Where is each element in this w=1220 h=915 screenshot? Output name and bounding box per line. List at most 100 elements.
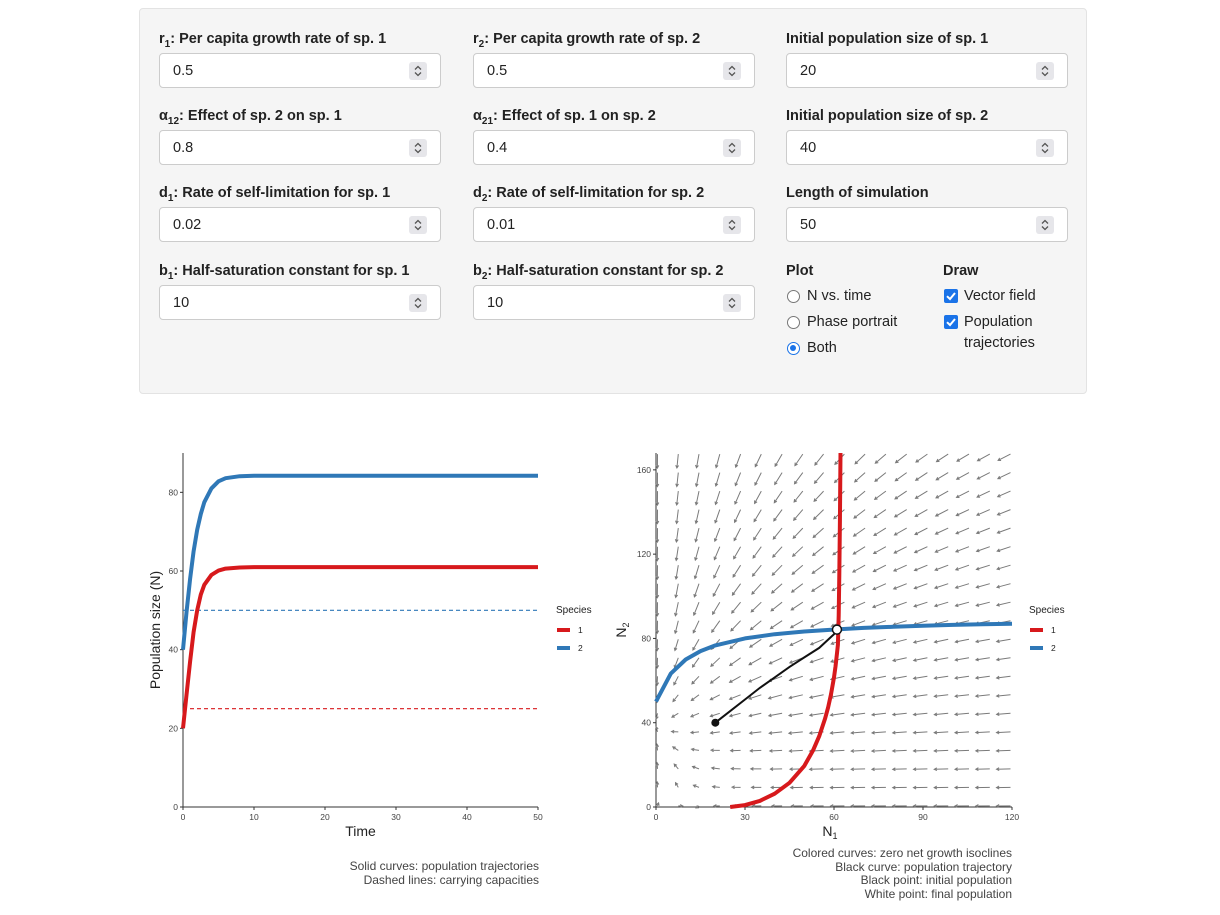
vector-arrow [956, 453, 970, 462]
vector-arrow [809, 675, 824, 682]
stepper-icon[interactable] [1036, 216, 1054, 234]
vector-arrow [850, 785, 866, 790]
vector-arrow [713, 546, 721, 561]
vector-arrow [974, 638, 990, 644]
vector-arrow [730, 620, 741, 632]
checkbox-label-trajectories[interactable]: trajectories [964, 335, 1035, 351]
d1-input[interactable]: 0.02 [159, 207, 441, 242]
r2-input[interactable]: 0.5 [473, 53, 755, 88]
b2-input[interactable]: 10 [473, 285, 755, 320]
vector-arrow [995, 767, 1011, 772]
vector-arrow [713, 527, 721, 543]
vector-arrow [790, 583, 804, 593]
vector-arrow [748, 657, 762, 666]
vector-arrow [656, 801, 660, 807]
stepper-icon[interactable] [409, 294, 427, 312]
vector-arrow [850, 767, 866, 772]
vector-arrow [915, 453, 928, 463]
vector-arrow [955, 472, 970, 480]
stepper-icon[interactable] [723, 216, 741, 234]
vector-arrow [674, 528, 679, 544]
vector-arrow [954, 601, 970, 608]
vector-arrow [954, 564, 970, 571]
vector-arrow [789, 638, 804, 646]
vector-arrow [870, 712, 886, 717]
legend-title: Species [1029, 605, 1065, 616]
vector-arrow [850, 804, 866, 808]
x-tick-label: 30 [740, 812, 750, 822]
vector-arrow [995, 748, 1011, 753]
a12-input[interactable]: 0.8 [159, 130, 441, 165]
radio-label-phase-portrait[interactable]: Phase portrait [807, 314, 898, 330]
n2-init-input[interactable]: 40 [786, 130, 1068, 165]
d2-input[interactable]: 0.01 [473, 207, 755, 242]
vector-arrow [747, 675, 762, 683]
r1-input[interactable]: 0.5 [159, 53, 441, 88]
radio-label-both[interactable]: Both [807, 340, 837, 356]
y-tick-label: 0 [646, 802, 651, 812]
vector-arrow [933, 583, 949, 590]
stepper-icon[interactable] [723, 139, 741, 157]
vector-arrow [853, 490, 866, 501]
stepper-icon[interactable] [723, 294, 741, 312]
stepper-icon[interactable] [1036, 139, 1054, 157]
vector-arrow [792, 527, 804, 540]
vector-arrow [655, 780, 660, 788]
vector-arrow [789, 785, 803, 790]
vector-arrow [675, 472, 679, 488]
vector-arrow [793, 509, 804, 522]
vector-arrow [912, 748, 928, 753]
stepper-icon[interactable] [1036, 62, 1054, 80]
radio-both[interactable] [787, 342, 800, 355]
vector-arrow [974, 804, 990, 808]
y-tick-label: 40 [169, 645, 179, 655]
isocline-2-line [654, 621, 1013, 703]
vector-arrow [767, 694, 783, 700]
a21-label: α21: Effect of sp. 1 on sp. 2 [473, 108, 656, 127]
stepper-icon[interactable] [409, 216, 427, 234]
phase-portrait-chart: 0 30 60 90 120 0 40 80 120 160 N1 N2 Species 1 2 [613, 452, 1065, 841]
y-tick-label: 120 [637, 549, 651, 559]
radio-phase-portrait[interactable] [787, 316, 800, 329]
n1-init-input[interactable]: 20 [786, 53, 1068, 88]
b1-input[interactable]: 10 [159, 285, 441, 320]
vector-arrow [871, 675, 886, 681]
vector-arrow [655, 491, 660, 507]
vector-arrow [893, 527, 907, 536]
vector-arrow [655, 583, 660, 599]
vector-arrow [870, 730, 886, 735]
series-1-line [181, 565, 538, 729]
stepper-icon[interactable] [723, 62, 741, 80]
a21-input[interactable]: 0.4 [473, 130, 755, 165]
y-tick-label: 80 [169, 487, 179, 497]
chart2-caption-line: Black point: initial population [860, 873, 1012, 888]
vector-arrow [729, 748, 741, 753]
checkbox-vector-field[interactable] [944, 289, 958, 303]
vector-arrow [974, 730, 990, 735]
checkbox-label-vector-field[interactable]: Vector field [964, 288, 1036, 304]
vector-arrow [995, 730, 1011, 735]
stepper-icon[interactable] [409, 139, 427, 157]
stepper-icon[interactable] [409, 62, 427, 80]
radio-n-vs-time[interactable] [787, 290, 800, 303]
radio-label-n-vs-time[interactable]: N vs. time [807, 288, 872, 304]
vector-arrow [870, 785, 886, 790]
checkbox-label-population[interactable]: Population [964, 314, 1033, 330]
x-tick-label: 20 [320, 812, 330, 822]
vector-arrow [709, 712, 720, 718]
n1-init-label: Initial population size of sp. 1 [786, 31, 989, 47]
length-input[interactable]: 50 [786, 207, 1068, 242]
checkbox-population-trajectories[interactable] [944, 315, 958, 329]
vector-arrow [671, 746, 679, 751]
vector-arrow [689, 730, 700, 735]
vector-arrow [912, 804, 928, 808]
vector-arrow [770, 601, 783, 612]
vector-arrow [894, 472, 907, 482]
vector-arrow [894, 453, 908, 464]
y-axis-label: N2 [613, 622, 631, 637]
y-tick-label: 60 [169, 566, 179, 576]
vector-arrow [975, 583, 990, 589]
vector-arrow [711, 620, 721, 634]
vector-arrow [850, 730, 866, 735]
vector-arrow [873, 527, 887, 537]
